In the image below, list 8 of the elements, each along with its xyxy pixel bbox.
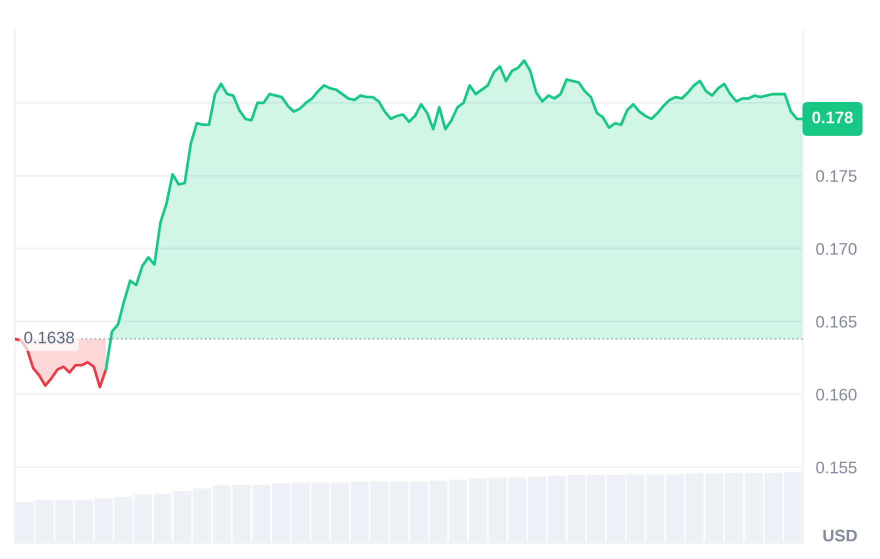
y-tick-label: 0.165 (816, 316, 857, 328)
y-axis-title: USD (823, 530, 857, 542)
text: 0.178 (812, 112, 853, 124)
y-tick-label: 0.170 (816, 243, 857, 255)
y-tick-label: 0.160 (816, 388, 857, 401)
y-tick-label: 0.155 (816, 462, 857, 474)
y-tick-label: 0.175 (816, 170, 857, 182)
ref-line-label: 0.1638 (24, 332, 74, 344)
